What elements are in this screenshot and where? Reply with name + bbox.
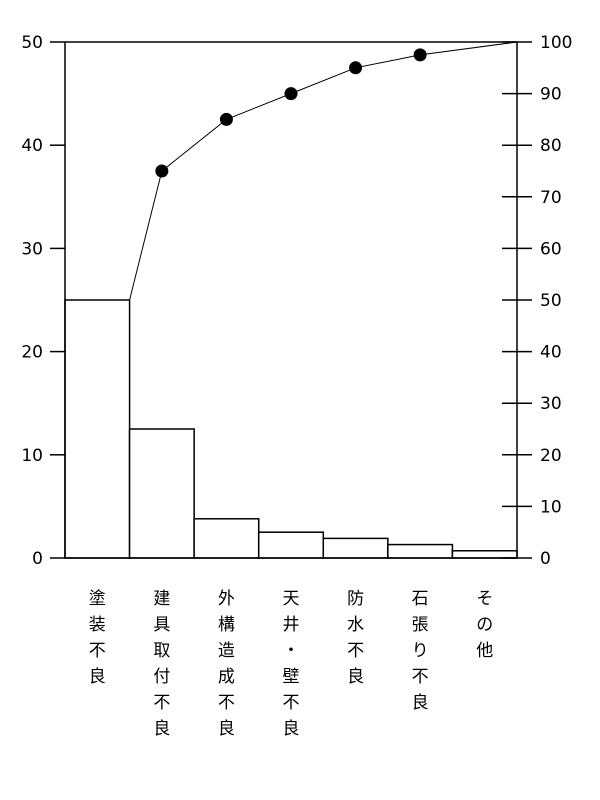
left-tick-label: 20 [21, 343, 43, 363]
right-tick-label: 30 [540, 394, 562, 414]
cumulative-point-2 [155, 164, 169, 178]
category-label: その他 [476, 589, 493, 661]
category-label: 塗装不良 [89, 588, 106, 687]
labels-group: 0 10 20 30 40 50 0 10 20 30 40 50 60 70 80 90 100 塗装不良 建具取… [21, 33, 572, 739]
axes-group [50, 41, 532, 559]
right-tick-label: 0 [540, 549, 551, 569]
right-tick-label: 80 [540, 136, 562, 156]
bar-4 [257, 531, 325, 559]
right-tick-label: 10 [540, 497, 562, 517]
left-tick-label: 0 [32, 549, 43, 569]
cumulative-line [129, 41, 518, 301]
category-label: 建具取付不良 [153, 589, 170, 739]
cumulative-point-5 [349, 61, 363, 75]
right-tick-label: 20 [540, 446, 562, 466]
right-tick-label: 70 [540, 188, 562, 208]
category-label: 防水不良 [347, 589, 364, 687]
category-label: 外構造成不良 [218, 589, 235, 739]
right-tick-label: 50 [540, 291, 562, 311]
right-tick-label: 40 [540, 343, 562, 363]
right-tick-label: 90 [540, 85, 562, 105]
bar-2 [128, 428, 195, 559]
left-tick-label: 30 [21, 239, 43, 259]
right-tick-label: 100 [540, 33, 572, 53]
bar-1 [64, 299, 131, 559]
category-label: 天井・壁不良 [283, 589, 300, 739]
left-tick-label: 40 [21, 136, 43, 156]
bars-group [64, 299, 518, 559]
cumulative-point-6 [413, 48, 427, 62]
bar-3 [193, 518, 260, 559]
cumulative-point-3 [219, 112, 233, 126]
cumulative-point-4 [284, 87, 298, 101]
bar-7 [451, 550, 518, 559]
left-tick-label: 50 [21, 33, 43, 53]
bar-6 [387, 543, 454, 559]
category-label: 石張り不良 [412, 589, 429, 713]
bar-5 [322, 537, 389, 559]
left-tick-label: 10 [21, 446, 43, 466]
cumulative-line-group [129, 41, 518, 301]
right-tick-label: 60 [540, 239, 562, 259]
